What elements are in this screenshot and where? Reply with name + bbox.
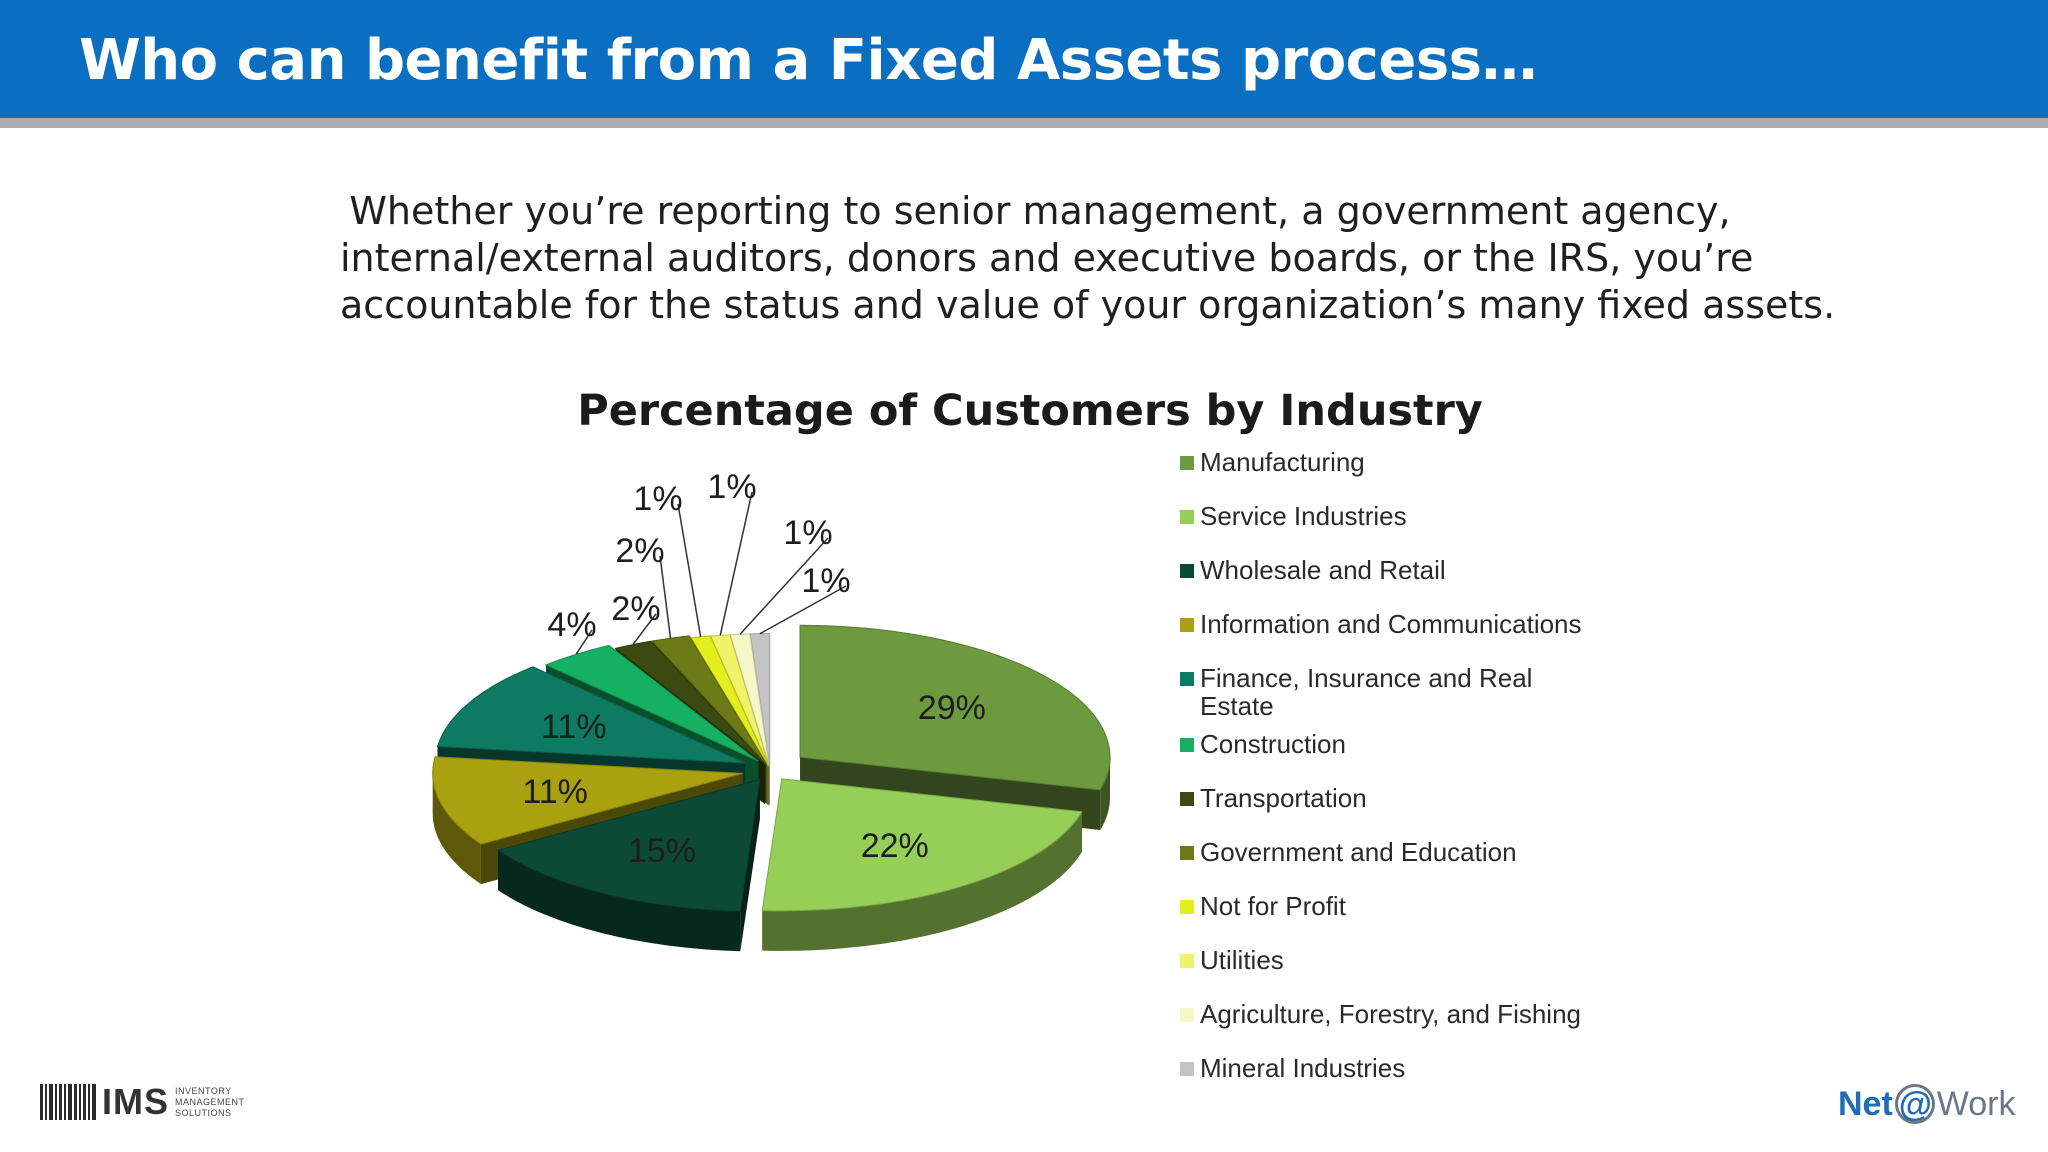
legend-swatch [1180,618,1194,632]
pie-leader-line [632,613,657,646]
pie-data-label: 15% [628,832,696,870]
netatwork-net: Net [1838,1084,1893,1123]
legend-swatch [1180,672,1194,686]
legend-swatch [1180,1008,1194,1022]
pie-data-label: 11% [522,773,588,811]
legend-label: Utilities [1200,945,1284,975]
legend-label: Wholesale and Retail [1200,555,1446,585]
pie-data-label: 4% [547,606,596,644]
chart-title: Percentage of Customers by Industry [577,386,1483,436]
legend-item: Wholesale and Retail [1180,556,1446,584]
legend-item: Utilities [1180,946,1284,974]
pie-leader-line [739,537,829,635]
pie-data-label: 1% [633,480,682,518]
legend-label: Manufacturing [1200,447,1365,477]
pie-slices [432,624,1111,952]
pie-slice-inner-wall [740,779,760,952]
intro-line: accountable for the status and value of … [340,283,1836,327]
slide-header: Who can benefit from a Fixed Assets proc… [0,0,2048,128]
pie-slice-side [762,811,1083,951]
legend-label: Government and Education [1200,837,1517,867]
legend-item: Manufacturing [1180,448,1365,476]
legend-swatch [1180,456,1194,470]
pie-slice-top [651,635,767,765]
ims-logo-text: IMS [102,1081,170,1122]
pie-data-label: 22% [861,827,929,865]
netatwork-logo: Net @ Work [1838,1084,2016,1124]
pie-slice-top [432,756,743,845]
pie-data-label: 2% [611,590,660,628]
legend-swatch [1180,738,1194,752]
legend-item: Government and Education [1180,838,1517,866]
ims-logo-subtitle: INVENTORY MANAGEMENT SOLUTIONS [175,1085,245,1118]
legend-item: Not for Profit [1180,892,1346,920]
legend-item: Transportation [1180,784,1367,812]
legend-item: Agriculture, Forestry, and Fishing [1180,1000,1581,1028]
slide-title: Who can benefit from a Fixed Assets proc… [79,28,1538,93]
intro-line: Whether you’re reporting to senior manag… [349,189,1731,233]
legend-swatch [1180,1062,1194,1076]
pie-data-label: 11% [541,708,607,746]
legend-item: Service Industries [1180,502,1407,530]
legend-swatch [1180,846,1194,860]
barcode-icon [40,1084,98,1120]
legend-swatch [1180,954,1194,968]
legend-label: Agriculture, Forestry, and Fishing [1200,999,1581,1029]
at-sign-icon: @ [1894,1084,1935,1124]
legend-item: Mineral Industries [1180,1054,1405,1082]
legend-label: Service Industries [1200,501,1407,531]
legend-item: Finance, Insurance and Real Estate [1180,664,1540,720]
pie-slice-top [614,640,766,765]
pie-slice-top [690,635,769,766]
pie-labels: 29% 22% 15% 11% 11% 4% 2% 2% 1% 1% 1% 1% [522,468,986,870]
legend-label: Transportation [1200,783,1367,813]
legend-item: Construction [1180,730,1346,758]
legend-item: Information and Communications [1180,610,1582,638]
intro-paragraph: Whether you’re reporting to senior manag… [340,188,1836,329]
pie-slice-top [436,666,746,764]
legend-label: Construction [1200,729,1346,759]
pie-leader-line [659,555,672,639]
pie-leader-line [719,491,753,636]
pie-data-label: 29% [918,689,986,727]
pie-leader-line [759,585,847,635]
pie-slice-top [761,778,1083,912]
legend-swatch [1180,792,1194,806]
ims-logo: IMS INVENTORY MANAGEMENT SOLUTIONS [40,1081,245,1122]
intro-line: internal/external auditors, donors and e… [340,236,1754,280]
legend-swatch [1180,564,1194,578]
netatwork-work: Work [1936,1084,2016,1123]
pie-leader-line [575,629,593,655]
pie-slice [496,778,761,952]
pie-data-label: 1% [783,514,832,552]
pie-slice-top [799,624,1111,791]
legend-swatch [1180,900,1194,914]
legend-swatch [1180,510,1194,524]
legend-label: Not for Profit [1200,891,1346,921]
pie-slice-side [498,850,741,952]
legend-label: Finance, Insurance and Real Estate [1200,663,1533,721]
pie-data-label: 1% [801,562,850,600]
pie-data-label: 2% [615,532,664,570]
pie-slice-side [432,773,481,885]
legend-label: Information and Communications [1200,609,1582,639]
pie-slice [761,778,1083,951]
legend-label: Mineral Industries [1200,1053,1406,1083]
pie-slice-top [496,778,761,912]
pie-data-label: 1% [707,468,756,506]
pie-leader-line [677,503,702,638]
